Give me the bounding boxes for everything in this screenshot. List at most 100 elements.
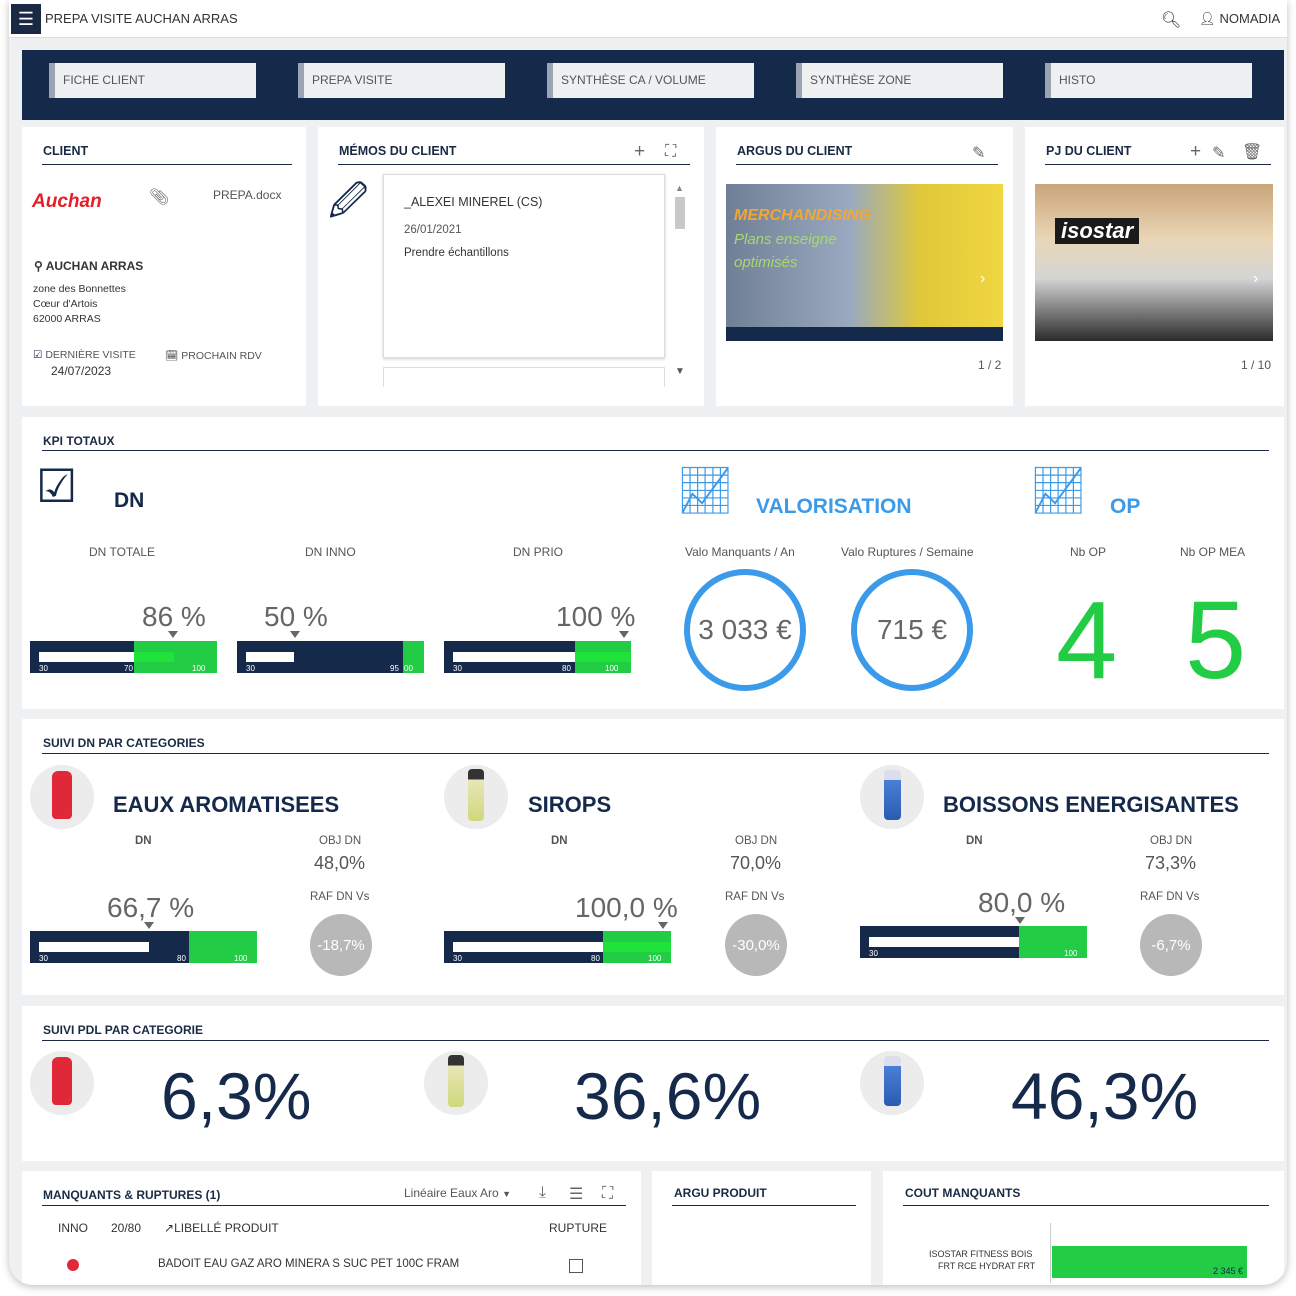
dn-inno-label: DN INNO <box>305 545 356 559</box>
expand-icon[interactable]: ⛶ <box>665 143 677 160</box>
chevron-right-icon[interactable]: › <box>980 270 986 287</box>
obj-dn-value: 48,0% <box>314 853 366 873</box>
lineaire-filter-select[interactable]: Linéaire Eaux Aro ▼ <box>404 1186 511 1200</box>
download-icon[interactable]: ⤓ <box>539 1184 547 1201</box>
manquants-header: MANQUANTS & RUPTURES (1) <box>43 1188 221 1202</box>
memo-item[interactable]: _ALEXEI MINEREL (CS) 26/01/2021 Prendre … <box>383 174 665 358</box>
raf-dn-label: RAF DN Vs <box>725 891 785 903</box>
attached-file-link[interactable]: PREPA.docx <box>213 188 282 202</box>
memo-scrollbar[interactable]: ▲ ▼ <box>675 183 685 377</box>
category-dn-bar: 30 80 100 <box>30 931 257 963</box>
raf-dn-badge: -6,7% <box>1140 914 1202 976</box>
nb-op-mea-value: 5 <box>1185 579 1247 702</box>
dn-prio-pct: 100 % <box>556 601 636 632</box>
filter-icon[interactable]: ☰ <box>569 1186 584 1203</box>
location-pin-icon: ⚲ <box>34 259 43 273</box>
cout-manquants-card: COUT MANQUANTS ISOSTAR FITNESS BOIS FRT … <box>883 1171 1284 1285</box>
obj-dn-label: OBJ DN <box>319 835 362 847</box>
search-icon[interactable]: 🔍︎ <box>1161 12 1182 29</box>
pj-card: PJ DU CLIENT + ✎ 🗑︎ isostar › 1 / 10 <box>1025 127 1284 406</box>
memo-text: Prendre échantillons <box>404 247 509 259</box>
tab-fiche-client[interactable]: FICHE CLIENT <box>49 63 256 98</box>
nb-op-value: 4 <box>1056 579 1118 702</box>
trash-icon[interactable]: 🗑︎ <box>1242 144 1263 161</box>
pj-pager: 1 / 10 <box>1241 358 1272 372</box>
client-card: CLIENT Auchan 📎︎ PREPA.docx ⚲ AUCHAN ARR… <box>22 127 306 406</box>
chevron-right-icon[interactable]: › <box>1253 270 1259 287</box>
nb-op-label: Nb OP <box>1070 545 1107 559</box>
product-bottle-syrup-image <box>424 1051 488 1115</box>
pdl-value: 46,3% <box>1011 1059 1199 1133</box>
category-title: EAUX AROMATISEES <box>113 792 340 817</box>
tab-histo[interactable]: HISTO <box>1045 63 1252 98</box>
growth-chart-icon: 📈︎ <box>676 464 735 516</box>
argus-card: ARGUS DU CLIENT ✎ MERCHANDISING Plans en… <box>716 127 1013 406</box>
suivi-dn-header: SUIVI DN PAR CATEGORIES <box>43 736 205 750</box>
category-dn-pct: 80,0 % <box>978 887 1066 918</box>
argus-pager: 1 / 2 <box>978 358 1002 372</box>
next-rdv[interactable]: 🗓︎ PROCHAIN RDV <box>165 350 262 362</box>
checkbox-checked-icon: ☑ <box>33 349 43 361</box>
edit-document-icon[interactable]: 🖉 <box>328 181 369 223</box>
dn-totale-pct: 86 % <box>142 601 206 632</box>
argus-image-line1: MERCHANDISING <box>734 207 871 224</box>
edit-pencil-icon[interactable]: ✎ <box>972 145 986 162</box>
edit-pencil-icon[interactable]: ✎ <box>1212 145 1226 162</box>
col-20-80[interactable]: 20/80 <box>111 1221 142 1235</box>
manquants-card: MANQUANTS & RUPTURES (1) Linéaire Eaux A… <box>22 1171 641 1285</box>
pdl-value: 6,3% <box>161 1059 312 1133</box>
obj-dn-label: OBJ DN <box>1150 835 1193 847</box>
op-title: OP <box>1110 495 1141 518</box>
add-pj-icon[interactable]: + <box>1190 141 1202 162</box>
rupture-checkbox[interactable] <box>569 1259 583 1273</box>
pdl-value: 36,6% <box>574 1059 762 1133</box>
expand-icon[interactable]: ⛶ <box>602 1185 614 1202</box>
nav-tabs: FICHE CLIENT PREPA VISITE SYNTHÈSE CA / … <box>22 50 1284 120</box>
category-dn-pct: 66,7 % <box>107 892 195 923</box>
product-bottle-red-image <box>30 765 94 829</box>
col-inno[interactable]: INNO <box>58 1221 88 1235</box>
argus-image-carousel[interactable]: MERCHANDISING Plans enseigne optimisés › <box>726 184 1003 341</box>
valo-manquants-value: 3 033 € <box>684 569 806 691</box>
app-title: PREPA VISITE AUCHAN ARRAS <box>45 11 238 26</box>
valo-manquants-label: Valo Manquants / An <box>685 545 795 559</box>
nb-op-mea-label: Nb OP MEA <box>1180 545 1246 559</box>
address-line-1: zone des Bonnettes <box>33 283 126 295</box>
hamburger-menu-icon[interactable]: ☰ <box>11 4 41 34</box>
raf-dn-badge: -18,7% <box>310 914 372 976</box>
argu-produit-header: ARGU PRODUIT <box>674 1186 767 1200</box>
obj-dn-value: 70,0% <box>730 853 782 873</box>
suivi-pdl-card: SUIVI PDL PAR CATEGORIE 6,3% 36,6% 46,3% <box>22 1006 1284 1161</box>
add-memo-icon[interactable]: + <box>634 141 646 162</box>
category-title: SIROPS <box>528 792 612 817</box>
memo-author: _ALEXEI MINEREL (CS) <box>404 195 543 209</box>
valo-ruptures-label: Valo Ruptures / Semaine <box>841 545 974 559</box>
last-visit-date: 24/07/2023 <box>51 364 112 378</box>
col-libelle-produit[interactable]: ↗LIBELLÉ PRODUIT <box>164 1221 279 1235</box>
argus-image-line3: optimisés <box>734 254 798 271</box>
category-dn-bar: 30 100 <box>860 926 1087 958</box>
product-bottle-blue-image <box>860 1051 924 1115</box>
dn-label: DN <box>135 835 152 847</box>
user-menu[interactable]: 👤︎ NOMADIA <box>1199 11 1284 27</box>
valo-ruptures-value: 715 € <box>851 569 973 691</box>
category-dn-pct: 100,0 % <box>575 892 678 923</box>
tab-prepa-visite[interactable]: PREPA VISITE <box>298 63 505 98</box>
product-bottle-blue-image <box>860 765 924 829</box>
tab-synthese-zone[interactable]: SYNTHÈSE ZONE <box>796 63 1003 98</box>
dn-title: DN <box>114 489 145 512</box>
tab-synthese-ca-volume[interactable]: SYNTHÈSE CA / VOLUME <box>547 63 754 98</box>
cout-manquants-header: COUT MANQUANTS <box>905 1186 1021 1200</box>
paperclip-icon[interactable]: 📎︎ <box>149 189 170 206</box>
valorisation-title: VALORISATION <box>756 495 912 518</box>
pj-image-carousel[interactable]: isostar › <box>1035 184 1273 341</box>
kpi-card: KPI TOTAUX ☑ DN 📈︎ VALORISATION 📈︎ OP DN… <box>22 417 1284 709</box>
cout-bar-label-2: FRT RCE HYDRAT FRT <box>938 1261 1036 1271</box>
kpi-header: KPI TOTAUX <box>43 434 115 448</box>
col-rupture[interactable]: RUPTURE <box>549 1221 608 1235</box>
cout-bar: 2 345 € <box>1052 1246 1247 1278</box>
top-bar: ☰ PREPA VISITE AUCHAN ARRAS 🔍︎ 👤︎ NOMADIA <box>9 0 1287 38</box>
memo-item-next[interactable] <box>383 367 665 387</box>
product-bottle-syrup-image <box>444 765 508 829</box>
caret-down-icon: ▼ <box>502 1189 511 1199</box>
